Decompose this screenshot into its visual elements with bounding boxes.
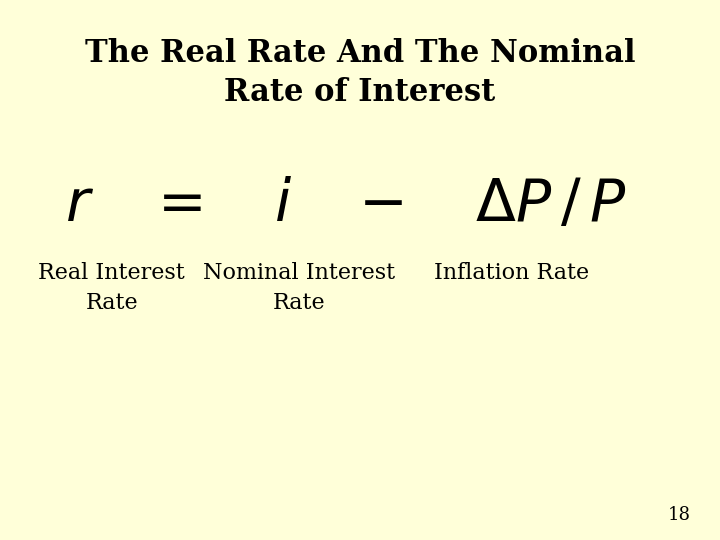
Text: $r \ \ \ = \ \ \ i \ \ \ - \ \ \ \Delta P\,/\,P$: $r \ \ \ = \ \ \ i \ \ \ - \ \ \ \Delta … (65, 177, 626, 233)
Text: Inflation Rate: Inflation Rate (433, 262, 589, 284)
Text: The Real Rate And The Nominal
Rate of Interest: The Real Rate And The Nominal Rate of In… (85, 38, 635, 108)
Text: 18: 18 (668, 506, 691, 524)
Text: Real Interest
Rate: Real Interest Rate (38, 262, 185, 314)
Text: Nominal Interest
Rate: Nominal Interest Rate (203, 262, 395, 314)
